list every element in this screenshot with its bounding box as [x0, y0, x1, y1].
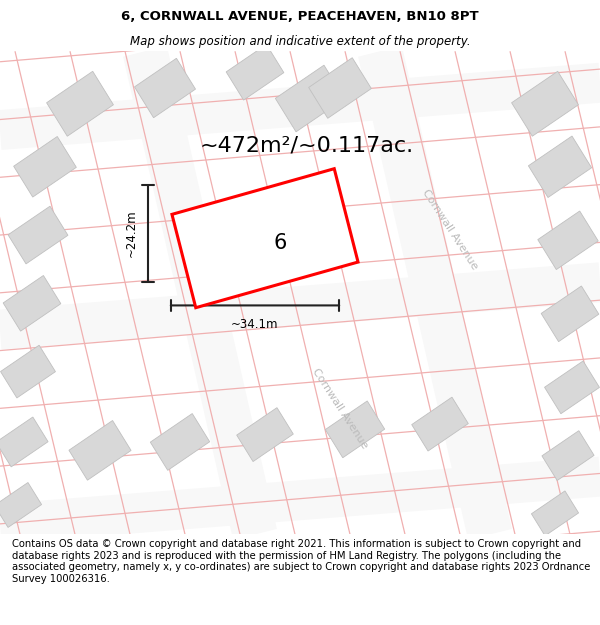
Polygon shape	[172, 169, 358, 308]
Polygon shape	[14, 136, 76, 197]
Polygon shape	[3, 276, 61, 331]
Polygon shape	[0, 417, 48, 467]
Polygon shape	[226, 44, 284, 100]
Text: Map shows position and indicative extent of the property.: Map shows position and indicative extent…	[130, 35, 470, 48]
Polygon shape	[123, 46, 277, 540]
Polygon shape	[412, 397, 468, 451]
Polygon shape	[538, 211, 598, 269]
Text: Cornwall Avenue: Cornwall Avenue	[310, 366, 370, 450]
Polygon shape	[545, 361, 599, 414]
Text: 6: 6	[274, 234, 287, 254]
Text: Cornwall Avenue: Cornwall Avenue	[421, 188, 479, 272]
Polygon shape	[47, 71, 113, 136]
Polygon shape	[542, 431, 594, 481]
Text: ~472m²/~0.117ac.: ~472m²/~0.117ac.	[200, 136, 414, 156]
Polygon shape	[358, 46, 512, 540]
Polygon shape	[69, 421, 131, 480]
Text: ~34.1m: ~34.1m	[231, 318, 279, 331]
Polygon shape	[0, 482, 41, 528]
Polygon shape	[325, 401, 385, 458]
Polygon shape	[0, 457, 600, 544]
Polygon shape	[0, 262, 600, 349]
Text: Contains OS data © Crown copyright and database right 2021. This information is : Contains OS data © Crown copyright and d…	[12, 539, 590, 584]
Polygon shape	[529, 136, 592, 198]
Polygon shape	[532, 491, 578, 536]
Polygon shape	[308, 58, 371, 118]
Polygon shape	[237, 408, 293, 461]
Polygon shape	[134, 58, 196, 118]
Polygon shape	[0, 63, 600, 150]
Polygon shape	[151, 414, 209, 471]
Polygon shape	[541, 286, 599, 342]
Polygon shape	[8, 206, 68, 264]
Text: ~24.2m: ~24.2m	[125, 209, 138, 258]
Polygon shape	[512, 71, 578, 136]
Polygon shape	[275, 65, 344, 132]
Polygon shape	[1, 345, 55, 398]
Text: 6, CORNWALL AVENUE, PEACEHAVEN, BN10 8PT: 6, CORNWALL AVENUE, PEACEHAVEN, BN10 8PT	[121, 10, 479, 23]
